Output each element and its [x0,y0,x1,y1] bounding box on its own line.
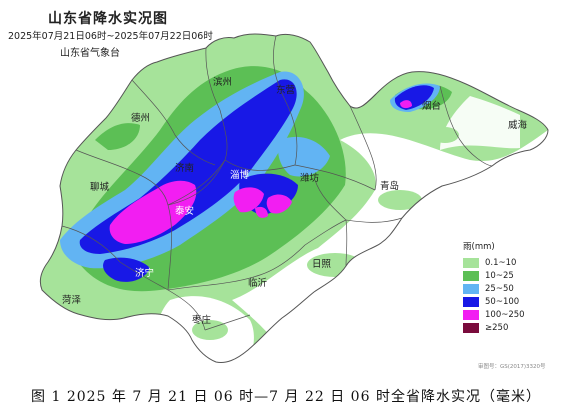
map-title: 山东省降水实况图 [48,11,168,27]
city-label: 潍坊 [300,173,320,184]
legend-swatch [463,309,479,320]
legend-item: 25~50 [463,282,525,295]
precipitation-map [39,33,549,363]
legend-label: 0.1~10 [485,257,517,268]
city-label: 临沂 [248,278,268,289]
legend-label: ≥250 [485,322,509,333]
approval-number: 审图号：GS(2017)3320号 [478,364,546,370]
legend-item: ≥250 [463,321,525,334]
legend-item: 50~100 [463,295,525,308]
coast-line [349,93,377,109]
legend-swatch [463,257,479,268]
city-label: 威海 [508,120,528,131]
city-label: 德州 [131,113,151,124]
issuing-agency: 山东省气象台 [60,48,120,59]
city-label: 聊城 [90,182,110,193]
legend-swatch [463,283,479,294]
legend-label: 100~250 [485,309,525,320]
legend-swatch [463,322,479,333]
legend-label: 10~25 [485,270,514,281]
legend-swatch [463,270,479,281]
legend: 雨(mm) 0.1~10 10~25 25~50 50~100 100~250 ≥250 [463,240,525,334]
city-label: 青岛 [380,181,400,192]
legend-item: 100~250 [463,308,525,321]
city-label: 济南 [175,163,195,174]
province-boundaries [39,33,549,363]
city-label: 东营 [276,85,296,96]
city-label: 滨州 [213,77,233,88]
city-label: 菏泽 [62,295,82,306]
city-label: 泰安 [175,206,195,217]
legend-item: 10~25 [463,269,525,282]
time-period: 2025年07月21日06时~2025年07月22日06时 [8,31,213,42]
legend-swatch [463,296,479,307]
legend-label: 25~50 [485,283,514,294]
legend-item: 0.1~10 [463,256,525,269]
legend-label: 50~100 [485,296,520,307]
city-label: 济宁 [135,268,155,279]
city-label: 日照 [312,259,332,270]
legend-title: 雨(mm) [463,242,495,252]
city-label: 烟台 [422,101,442,112]
figure-caption: 图 1 2025 年 7 月 21 日 06 时—7 月 22 日 06 时全省… [31,389,541,405]
city-label: 淄博 [230,170,250,181]
city-label: 枣庄 [192,315,212,326]
